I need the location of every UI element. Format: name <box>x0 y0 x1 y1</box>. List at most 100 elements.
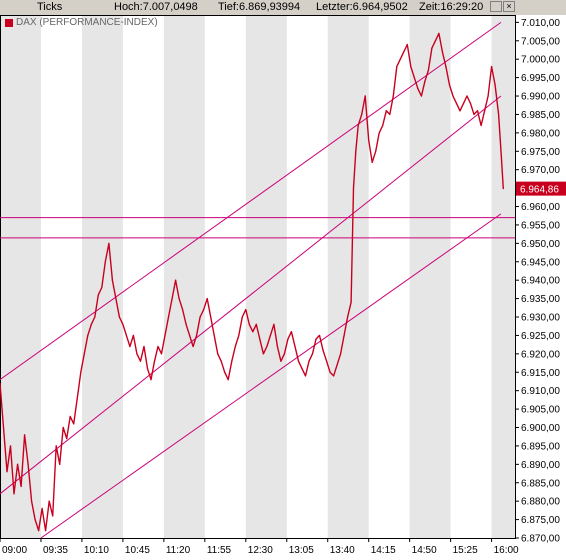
price-point <box>213 334 215 337</box>
price-chart: 7.010,00 7.005,00 7.000,00 6.995,00 6.990,00… <box>0 15 566 556</box>
price-point <box>255 323 257 325</box>
chart-area: 7.010,00 7.005,00 7.000,00 6.995,00 6.990,00… <box>0 15 566 560</box>
price-point <box>308 360 310 362</box>
y-tick-label: 6.945,00 <box>521 257 560 268</box>
price-point <box>115 297 117 300</box>
price-point <box>104 261 106 263</box>
y-tick-label: 6.920,00 <box>521 349 560 360</box>
price-point <box>364 95 366 97</box>
price-point <box>406 43 408 46</box>
price-point <box>52 515 54 517</box>
time-band <box>0 15 41 538</box>
price-point <box>69 415 71 418</box>
price-point <box>9 445 12 447</box>
price-point <box>252 331 254 333</box>
price-point <box>332 375 335 377</box>
price-point <box>266 345 268 348</box>
y-tick-label: 6.885,00 <box>521 478 560 489</box>
price-point <box>118 316 120 318</box>
price-point <box>462 102 465 104</box>
price-point <box>480 124 482 127</box>
trend-channel-line <box>40 213 502 539</box>
y-tick-label: 6.950,00 <box>521 239 560 250</box>
price-point <box>396 65 398 68</box>
close-icon[interactable]: × <box>503 1 515 12</box>
plot-frame <box>0 15 516 539</box>
price-point <box>466 95 468 97</box>
y-tick-label: 6.895,00 <box>521 441 560 452</box>
price-point <box>424 80 426 82</box>
price-point <box>301 367 303 370</box>
price-point <box>290 331 293 333</box>
y-tick-label: 7.010,00 <box>521 18 560 29</box>
price-point <box>45 530 47 532</box>
price-point <box>273 323 275 325</box>
price-point <box>325 360 328 362</box>
price-series-line <box>0 32 504 532</box>
y-tick-label: 6.980,00 <box>521 128 560 139</box>
y-tick-label: 6.985,00 <box>521 110 560 121</box>
price-point <box>241 316 243 318</box>
price-point <box>329 371 331 373</box>
price-point <box>34 518 36 521</box>
price-point <box>27 463 29 465</box>
price-point <box>347 316 349 318</box>
time-value: Zeit:16:29:20 <box>419 1 484 13</box>
y-tick-label: 6.910,00 <box>521 386 560 397</box>
x-tick-label: 09:35 <box>43 545 68 556</box>
price-point <box>20 485 22 488</box>
tick-mode-label[interactable]: Ticks <box>37 1 63 13</box>
price-point <box>231 360 233 362</box>
price-point <box>59 463 61 465</box>
price-point <box>355 150 357 152</box>
price-point <box>294 345 296 348</box>
y-tick-label: 6.905,00 <box>521 405 560 416</box>
minimize-icon[interactable] <box>490 1 502 12</box>
y-tick-label: 6.935,00 <box>521 294 560 305</box>
price-point <box>76 397 78 399</box>
price-point <box>203 309 205 311</box>
price-point <box>234 345 236 348</box>
price-point <box>262 353 264 355</box>
price-point <box>174 279 177 281</box>
trend-channel-line <box>0 21 502 381</box>
price-point <box>238 334 240 337</box>
y-tick-label: 6.975,00 <box>521 147 560 158</box>
price-point <box>378 132 380 134</box>
price-point <box>248 323 250 325</box>
price-point <box>318 334 321 337</box>
price-point <box>150 379 152 381</box>
y-tick-label: 6.875,00 <box>521 515 560 526</box>
price-point <box>108 242 110 244</box>
price-point <box>181 309 184 311</box>
price-point <box>90 323 92 325</box>
price-point <box>189 334 191 337</box>
price-point <box>371 161 373 163</box>
price-point <box>73 423 75 425</box>
y-tick-label: 6.915,00 <box>521 368 560 379</box>
price-point <box>122 323 124 325</box>
x-tick-label: 13:40 <box>330 545 355 556</box>
price-point <box>139 360 142 362</box>
chart-title: DAX (PERFORMANCE-INDEX) <box>16 17 158 28</box>
price-point <box>227 379 229 381</box>
y-tick-label: 6.925,00 <box>521 331 560 342</box>
price-point <box>245 309 247 311</box>
price-point <box>157 345 159 348</box>
price-point <box>146 367 149 370</box>
price-point <box>164 334 166 337</box>
price-point <box>431 47 433 49</box>
price-point <box>297 360 300 362</box>
y-tick-label: 7.000,00 <box>521 55 560 66</box>
price-point <box>160 353 163 355</box>
x-tick-label: 13:05 <box>289 545 314 556</box>
price-point <box>41 507 43 510</box>
price-point <box>111 279 113 281</box>
price-point <box>94 316 96 318</box>
price-point <box>392 95 394 97</box>
price-point <box>452 95 454 97</box>
titlebar: Ticks Hoch:7.007,0498 Tief:6.869,93994 L… <box>0 0 566 16</box>
trend-channel-line <box>0 95 502 495</box>
y-tick-label: 6.930,00 <box>521 313 560 324</box>
